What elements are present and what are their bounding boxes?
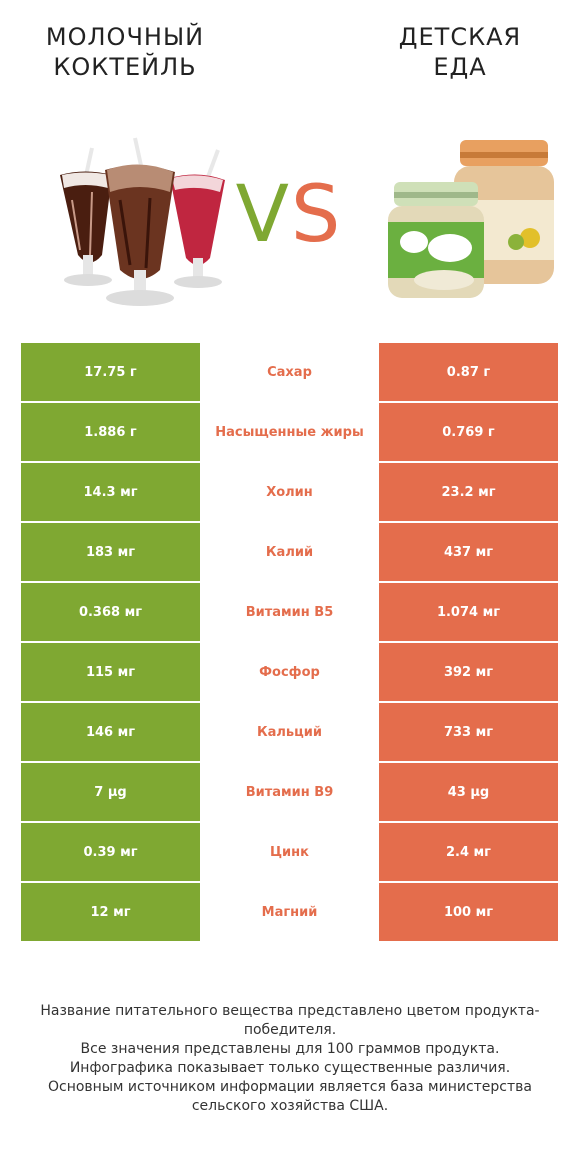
footnote: Название питательного вещества представл…: [30, 1002, 550, 1116]
left-value: 17.75 г: [21, 343, 200, 403]
right-value: 1.074 мг: [379, 583, 558, 643]
footnote-line-2: Все значения представлены для 100 граммо…: [80, 1041, 500, 1057]
table-row: 1.886 г Насыщенные жиры 0.769 г: [21, 403, 558, 463]
table-row: 115 мг Фосфор 392 мг: [21, 643, 558, 703]
table-row: 0.368 мг Витамин B5 1.074 мг: [21, 583, 558, 643]
footnote-line-3: Инфографика показывает только существенн…: [69, 1060, 511, 1076]
table-row: 0.39 мг Цинк 2.4 мг: [21, 823, 558, 883]
nutrient-name-cell: Сахар: [200, 343, 379, 403]
right-product-title: ДЕТСКАЯ ЕДА: [360, 22, 560, 82]
table-row: 146 мг Кальций 733 мг: [21, 703, 558, 763]
left-value: 1.886 г: [21, 403, 200, 463]
nutrient-name: Кальций: [257, 724, 322, 740]
comparison-table-body: 17.75 г Сахар 0.87 г 1.886 г Насыщенные жиры…: [21, 343, 558, 943]
right-value: 0.769 г: [379, 403, 558, 463]
nutrient-name-cell: Насыщенные жиры: [200, 403, 379, 463]
baby-food-image: [388, 140, 554, 298]
nutrient-name-cell: Фосфор: [200, 643, 379, 703]
table-row: 17.75 г Сахар 0.87 г: [21, 343, 558, 403]
nutrient-name: Витамин B5: [245, 604, 334, 620]
right-value: 733 мг: [379, 703, 558, 763]
left-title-line1: МОЛОЧНЫЙ: [45, 23, 205, 51]
left-product-title: МОЛОЧНЫЙ КОКТЕЙЛЬ: [20, 22, 230, 82]
right-value: 437 мг: [379, 523, 558, 583]
nutrient-name-cell: Витамин B5: [200, 583, 379, 643]
nutrient-name-cell: Калий: [200, 523, 379, 583]
table-row: 12 мг Магний 100 мг: [21, 883, 558, 943]
nutrient-name-cell: Магний: [200, 883, 379, 943]
vs-label: VS: [224, 170, 354, 260]
nutrient-name-cell: Холин: [200, 463, 379, 523]
left-value: 0.368 мг: [21, 583, 200, 643]
left-title-line2: КОКТЕЙЛЬ: [53, 53, 197, 81]
vs-letter-s: S: [290, 170, 343, 260]
right-value: 392 мг: [379, 643, 558, 703]
footnote-line-4: Основным источником информации является …: [48, 1079, 532, 1114]
table-row: 183 мг Калий 437 мг: [21, 523, 558, 583]
nutrient-name: Цинк: [270, 844, 309, 860]
left-value: 7 µg: [21, 763, 200, 823]
left-value: 14.3 мг: [21, 463, 200, 523]
left-value: 12 мг: [21, 883, 200, 943]
nutrient-name-cell: Цинк: [200, 823, 379, 883]
right-value: 0.87 г: [379, 343, 558, 403]
nutrient-name: Витамин B9: [245, 784, 334, 800]
nutrient-name: Насыщенные жиры: [215, 424, 364, 440]
nutrient-name: Калий: [265, 544, 314, 560]
nutrient-name-cell: Витамин B9: [200, 763, 379, 823]
comparison-table: 17.75 г Сахар 0.87 г 1.886 г Насыщенные жиры…: [21, 343, 558, 943]
vs-letter-v: V: [235, 170, 291, 260]
nutrient-name: Холин: [266, 484, 313, 500]
left-value: 0.39 мг: [21, 823, 200, 883]
left-value: 183 мг: [21, 523, 200, 583]
nutrient-name-cell: Кальций: [200, 703, 379, 763]
right-value: 43 µg: [379, 763, 558, 823]
right-title-line2: ЕДА: [433, 53, 487, 81]
nutrient-name: Магний: [261, 904, 318, 920]
right-value: 100 мг: [379, 883, 558, 943]
nutrient-name: Сахар: [267, 364, 312, 380]
milkshake-image: [60, 137, 225, 306]
footnote-line-1: Название питательного вещества представл…: [40, 1003, 540, 1038]
right-title-line1: ДЕТСКАЯ: [398, 23, 522, 51]
right-value: 23.2 мг: [379, 463, 558, 523]
left-value: 146 мг: [21, 703, 200, 763]
right-value: 2.4 мг: [379, 823, 558, 883]
table-row: 14.3 мг Холин 23.2 мг: [21, 463, 558, 523]
left-value: 115 мг: [21, 643, 200, 703]
table-row: 7 µg Витамин B9 43 µg: [21, 763, 558, 823]
nutrient-name: Фосфор: [259, 664, 320, 680]
